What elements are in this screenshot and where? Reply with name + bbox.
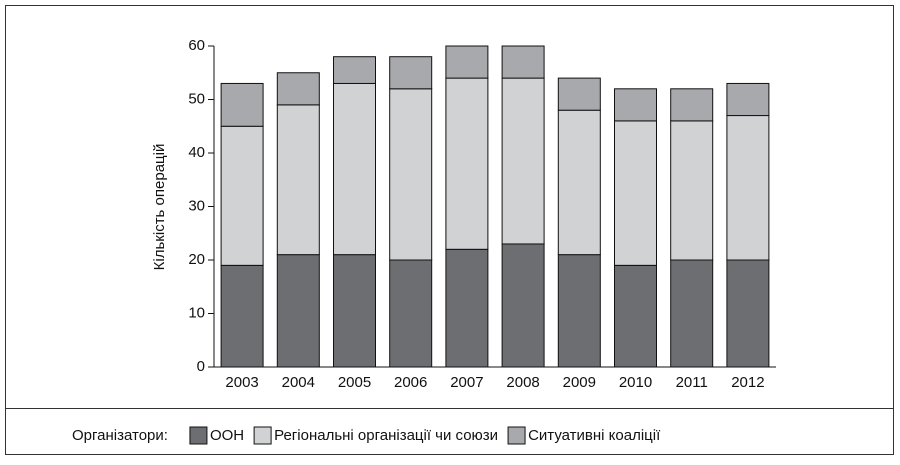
frame: [5, 5, 894, 455]
bar-segment: [276, 104, 320, 256]
bar-segment: [333, 254, 376, 368]
legend-label: ООН: [210, 427, 244, 444]
y-tick-label: 0: [197, 358, 205, 375]
bar-segment: [501, 45, 545, 79]
bar-segment: [726, 115, 770, 261]
y-tick-label: 10: [188, 304, 205, 321]
bar-segment: [389, 88, 433, 261]
x-tick-label: 2004: [282, 374, 315, 391]
y-tick-label: 30: [188, 197, 205, 214]
y-tick-label: 50: [188, 90, 205, 107]
bar-segment: [501, 243, 545, 368]
y-tick-label: 60: [188, 37, 205, 54]
y-tick-label: 40: [188, 144, 205, 161]
bar-segment: [333, 56, 376, 84]
y-axis-label: Кількість операцій: [151, 144, 168, 271]
bar-segment: [220, 125, 264, 266]
bar-segment: [557, 254, 601, 368]
y-tick-label: 20: [188, 251, 205, 268]
legend-label: Регіональні організації чи союзи: [274, 427, 498, 444]
bar-segment: [445, 45, 489, 79]
bar-segment: [557, 109, 601, 256]
legend-title: Організатори:: [72, 427, 168, 444]
bar-segment: [501, 77, 545, 245]
bar-segment: [726, 259, 770, 368]
bar-segment: [445, 77, 489, 250]
bar-segment: [557, 77, 601, 111]
legend-swatch: [253, 426, 272, 445]
x-tick-label: 2008: [506, 374, 539, 391]
bar-segment: [333, 82, 376, 256]
bar-segment: [614, 120, 657, 266]
bar-segment: [220, 264, 264, 368]
x-tick-label: 2009: [563, 374, 596, 391]
bar-segment: [389, 56, 433, 90]
x-tick-label: 2003: [225, 374, 258, 391]
bar-segment: [276, 72, 320, 106]
x-tick-label: 2011: [676, 374, 708, 391]
bar-segment: [670, 120, 714, 261]
x-tick-label: 2005: [338, 374, 371, 391]
x-tick-label: 2007: [450, 374, 483, 391]
bar-segment: [220, 82, 264, 127]
bar-segment: [445, 248, 489, 368]
x-tick-label: 2010: [619, 374, 652, 391]
bar-segment: [276, 254, 320, 368]
legend-label: Ситуативні коаліції: [528, 427, 661, 444]
bar-segment: [389, 259, 433, 368]
bar-segment: [614, 88, 657, 122]
bar-segment: [670, 88, 714, 122]
bar-segment: [614, 264, 657, 368]
legend-swatch: [507, 426, 526, 445]
legend-swatch: [189, 426, 208, 445]
x-tick-label: 2012: [731, 374, 764, 391]
bar-segment: [670, 259, 714, 368]
x-tick-label: 2006: [394, 374, 427, 391]
bar-segment: [726, 82, 770, 117]
